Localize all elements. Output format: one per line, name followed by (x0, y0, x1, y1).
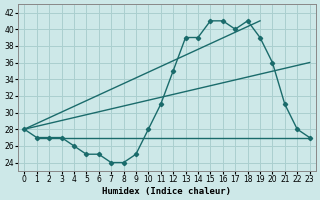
X-axis label: Humidex (Indice chaleur): Humidex (Indice chaleur) (102, 187, 231, 196)
